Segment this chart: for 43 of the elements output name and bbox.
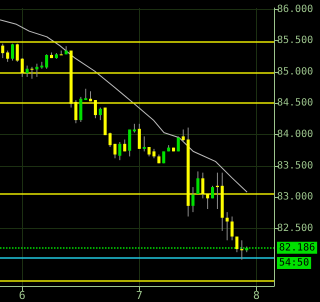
- line-series: [0, 19, 248, 193]
- candlestick: [201, 172, 204, 199]
- candlestick: [235, 236, 238, 253]
- candlestick: [138, 123, 141, 150]
- candlestick: [6, 50, 10, 62]
- candlestick: [35, 63, 38, 78]
- candlestick: [113, 143, 117, 159]
- candlestick: [240, 240, 244, 260]
- candlestick: [123, 138, 126, 152]
- x-tick-label: 6: [18, 289, 26, 302]
- candlestick: [211, 185, 214, 199]
- candlestick: [11, 43, 14, 62]
- y-tick-label: 85.000: [277, 66, 314, 78]
- text: 54:50: [279, 258, 310, 269]
- y-tick-label: 84.500: [277, 98, 314, 109]
- candlestick: [1, 43, 4, 59]
- candlestick: [88, 90, 92, 102]
- candlestick: [226, 212, 229, 241]
- candlestick: [26, 65, 29, 78]
- candlestick: [30, 66, 34, 80]
- candlestick: [118, 141, 122, 161]
- y-tick-label: 83.500: [277, 160, 314, 172]
- ref-line-label: 82.186: [279, 242, 316, 254]
- candlestick: [74, 100, 78, 124]
- candlestick: [148, 146, 151, 157]
- candlestick: [206, 193, 210, 210]
- candlestick: [128, 128, 132, 157]
- candlestick: [176, 136, 180, 152]
- x-tick-label: 7: [136, 289, 143, 302]
- x-tick-label: 8: [253, 289, 260, 302]
- y-tick-label: 83.000: [277, 192, 314, 203]
- candlestick: [196, 170, 200, 194]
- candlestick: [94, 100, 97, 119]
- candlestick: [152, 148, 156, 159]
- candlestick: [98, 107, 102, 121]
- candlestick: [108, 132, 112, 148]
- y-tick-label: 84.000: [277, 128, 314, 140]
- candlestick: [142, 136, 146, 152]
- y-tick-label: 85.500: [277, 35, 314, 46]
- y-tick-label: 86.000: [277, 4, 314, 15]
- y-tick-label: 82.500: [277, 222, 314, 234]
- candlestick: [191, 186, 194, 213]
- candlestick: [230, 216, 234, 241]
